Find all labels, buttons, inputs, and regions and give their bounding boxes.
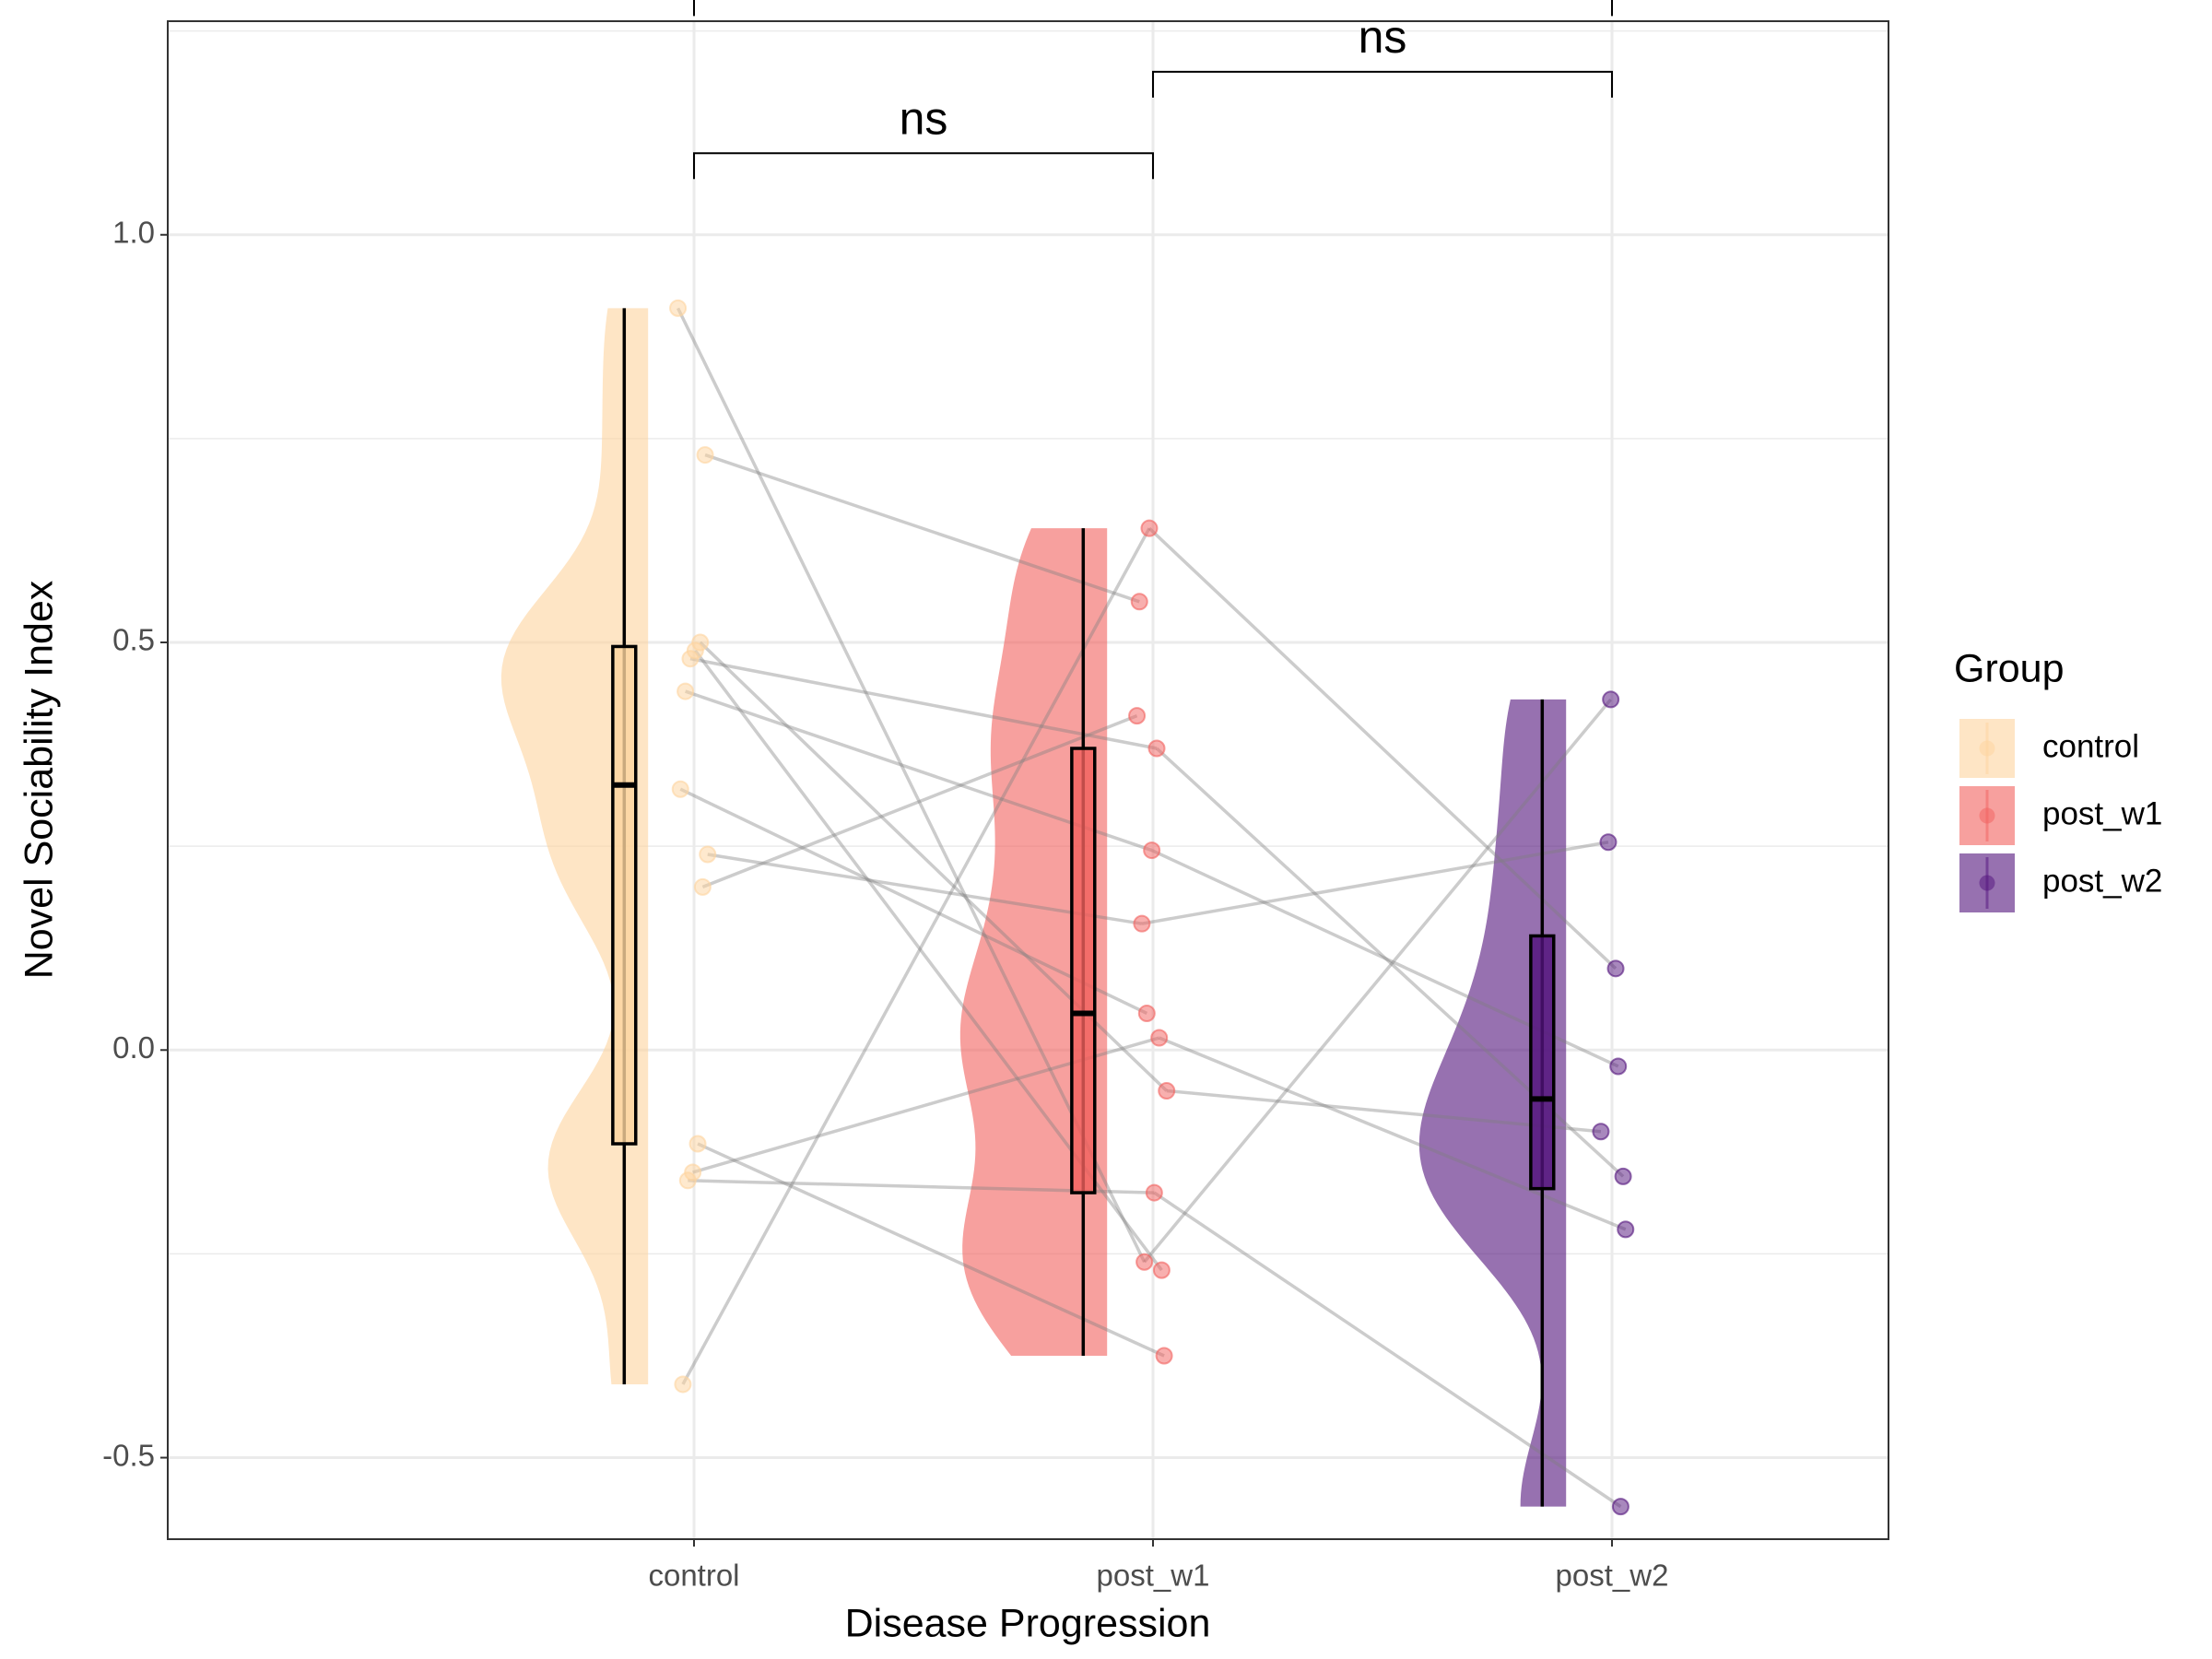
point [1130, 593, 1148, 611]
point [681, 650, 700, 668]
point [674, 1375, 692, 1394]
point [1137, 1004, 1156, 1022]
significance-label: ns [1359, 11, 1407, 63]
legend-label: control [2042, 728, 2139, 764]
point [696, 446, 714, 465]
box [1070, 747, 1097, 1194]
pair-line [697, 1142, 1165, 1358]
x-tick-label: post_w2 [1556, 1559, 1669, 1593]
pair-line [1159, 1036, 1627, 1231]
point [1133, 914, 1151, 933]
box [611, 644, 638, 1146]
x-tick-label: post_w1 [1097, 1559, 1210, 1593]
point [1592, 1123, 1610, 1141]
point [1614, 1167, 1632, 1185]
y-tick-label: 0.5 [112, 623, 155, 657]
point [669, 299, 688, 317]
significance-bracket [693, 0, 1613, 17]
point [1152, 1261, 1171, 1279]
significance-label: ns [900, 92, 948, 144]
legend-title: Group [1954, 646, 2065, 690]
violin [1418, 699, 1567, 1507]
legend-label: post_w1 [2042, 795, 2162, 831]
point [1135, 1253, 1154, 1271]
point [1140, 519, 1159, 537]
pair-line [1143, 698, 1613, 1264]
point [1147, 739, 1166, 758]
y-tick-label: -0.5 [102, 1438, 155, 1472]
point [693, 877, 712, 896]
pair-line [1147, 526, 1618, 971]
pair-line [679, 787, 1148, 1016]
point [1599, 833, 1618, 852]
legend-label: post_w2 [2042, 863, 2162, 899]
point [1602, 690, 1620, 709]
y-tick-label: 1.0 [112, 215, 155, 249]
y-axis-title: Novel Sociability Index [17, 580, 61, 979]
pair-line [681, 527, 1151, 1385]
point [699, 845, 717, 864]
x-axis-title: Disease Progression [845, 1601, 1211, 1645]
significance-bracket [693, 152, 1154, 180]
pair-line [704, 453, 1140, 604]
point [678, 1171, 697, 1190]
point [677, 682, 695, 700]
significance-bracket [1152, 70, 1613, 98]
legend-key-point [1979, 875, 1995, 891]
legend-key-point [1979, 807, 1995, 824]
pair-line [676, 307, 1147, 1264]
point [1128, 707, 1147, 725]
plot-border [167, 20, 1889, 1540]
point [1155, 1347, 1173, 1365]
pair-line [701, 713, 1138, 889]
x-tick-label: control [648, 1559, 739, 1593]
point [1611, 1498, 1630, 1516]
point [1158, 1082, 1176, 1100]
point [1617, 1220, 1635, 1239]
point [1150, 1029, 1169, 1047]
point [671, 780, 689, 798]
pair-line [1166, 1088, 1602, 1134]
point [1145, 1183, 1163, 1202]
pair-line [707, 853, 1143, 925]
y-tick-label: 0.0 [112, 1030, 155, 1065]
box [1529, 934, 1556, 1191]
point [1609, 1057, 1628, 1076]
point [1143, 841, 1161, 860]
pair-line [689, 656, 1158, 750]
point [1606, 959, 1625, 978]
legend-key-point [1979, 740, 1995, 757]
pair-line [1141, 841, 1609, 925]
point [688, 1135, 707, 1153]
